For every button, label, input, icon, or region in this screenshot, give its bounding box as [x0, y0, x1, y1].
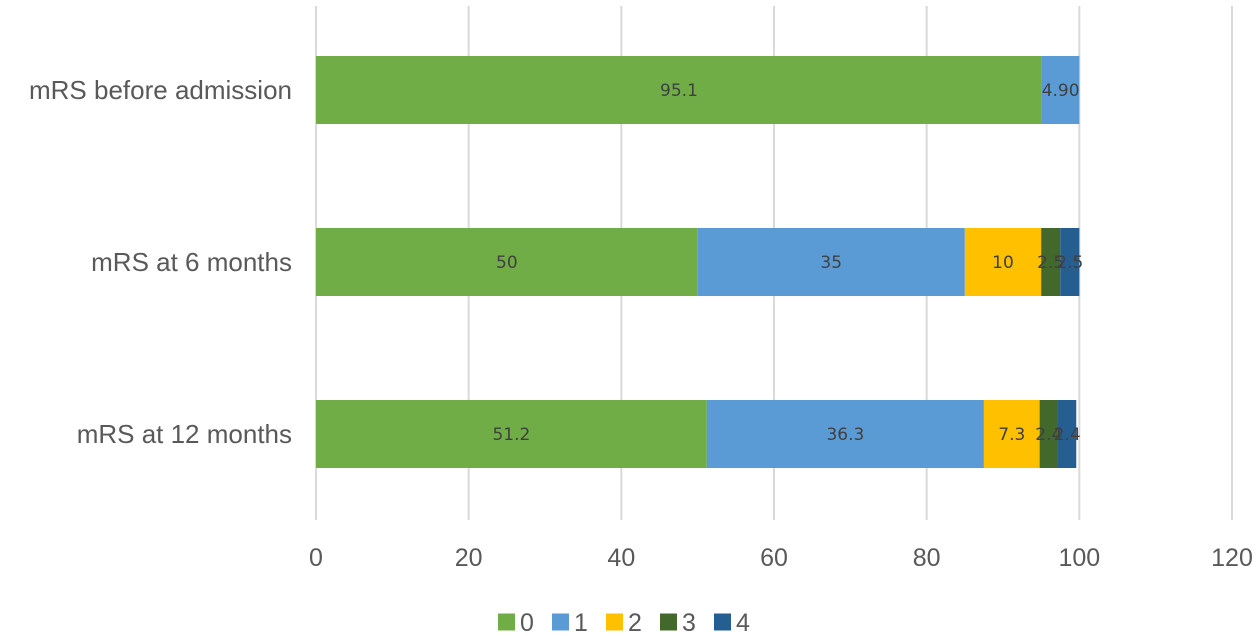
data-label: 50 — [496, 253, 518, 273]
data-label: 95.1 — [660, 81, 698, 101]
data-label: 10 — [992, 253, 1014, 273]
legend-label: 4 — [736, 609, 750, 636]
bar-segment-3 — [1041, 228, 1061, 296]
legend-label: 1 — [574, 609, 588, 636]
data-label: 2.5 — [1037, 253, 1064, 273]
data-label: 2.4 — [1054, 425, 1081, 445]
x-tick-label: 100 — [1058, 544, 1100, 572]
x-tick-label: 40 — [607, 544, 635, 572]
bar-segment-3 — [1039, 400, 1058, 468]
bar-segment-4 — [1060, 228, 1080, 296]
bar-segment-1 — [706, 400, 984, 468]
legend-label: 3 — [682, 609, 696, 636]
data-label: 51.2 — [492, 425, 530, 445]
bar-segment-4 — [1057, 400, 1077, 468]
bar-segment-0 — [316, 400, 707, 468]
data-label: 2.4 — [1035, 425, 1062, 445]
bar-segment-0 — [316, 56, 1042, 124]
category-label: mRS at 6 months — [91, 247, 292, 277]
data-labels: 95.1 4.90 50 35 10 2.52.5 51.2 36.3 7.3 2.42.4 — [492, 81, 1083, 445]
x-tick-label: 80 — [913, 544, 941, 572]
x-tick-label: 120 — [1211, 544, 1253, 572]
legend-swatch-2 — [606, 613, 623, 631]
data-label: 36.3 — [826, 425, 864, 445]
legend-label: 0 — [520, 609, 534, 636]
legend-label: 2 — [628, 609, 642, 636]
x-tick-label: 20 — [455, 544, 483, 572]
category-label: mRS at 12 months — [77, 419, 292, 449]
data-label: 4.90 — [1042, 81, 1080, 101]
bar-segment-2 — [964, 228, 1042, 296]
bar-segment-1 — [697, 228, 965, 296]
legend: 0 1 2 3 4 — [498, 609, 750, 636]
bar-segment-0 — [316, 228, 698, 296]
data-label: 2.5 — [1056, 253, 1083, 273]
bars — [316, 56, 1080, 468]
x-axis-tick-labels: 0 20 40 60 80 100 120 — [309, 544, 1253, 572]
category-labels: mRS before admission mRS at 6 months mRS a… — [29, 75, 292, 449]
legend-swatch-1 — [552, 613, 569, 631]
bar-segment-2 — [983, 400, 1040, 468]
legend-swatch-0 — [498, 613, 515, 631]
x-tick-label: 0 — [309, 544, 323, 572]
legend-swatch-3 — [660, 613, 677, 631]
data-label: 7.3 — [998, 425, 1025, 445]
x-tick-label: 60 — [760, 544, 788, 572]
legend-swatch-4 — [714, 613, 731, 631]
data-label: 35 — [820, 253, 842, 273]
category-label: mRS before admission — [29, 75, 292, 105]
bar-segment-1 — [1041, 56, 1080, 124]
